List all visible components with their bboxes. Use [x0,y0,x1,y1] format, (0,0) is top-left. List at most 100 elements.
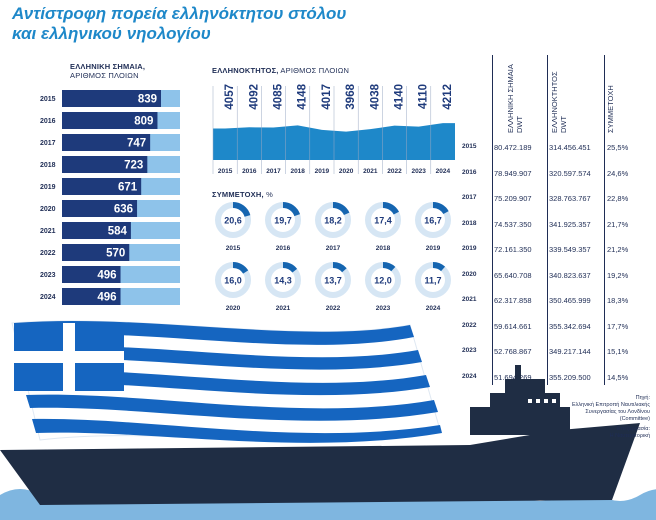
edit-label: Επεξεργασία: [616,426,650,432]
share-value-label: 17,4 [374,216,392,226]
table-cell-owned-dwt: 341.925.357 [549,219,591,229]
table-row: 2017 75.209.907 328.763.767 22,8% [462,186,652,211]
share-donut-slice [265,202,301,238]
table-cell-owned-dwt: 355.209.500 [549,372,591,382]
share-donut-slice [415,262,451,298]
flag-bar-year-label: 2018 [40,162,56,169]
owned-year-label: 2016 [242,168,257,175]
flag-bar [62,156,148,173]
table-divider-1 [492,55,493,385]
table-cell-owned-dwt: 328.763.767 [549,194,591,203]
flag-bar [62,222,131,239]
flag-bar-value-label: 809 [134,116,153,128]
table-cell-year: 2018 [462,219,477,227]
table-cell-flag-dwt: 59.614.661 [494,321,532,331]
owned-year-label: 2024 [436,168,451,175]
owned-chart-label: ΕΛΛΗΝΟΚΤΗΤΟΣ, ΑΡΙΘΜΟΣ ΠΛΟΙΩΝ [212,66,349,75]
table-cell-flag-dwt: 65.640.708 [494,270,532,280]
table-header-owned-dwt-text: ΕΛΛΗΝΟΚΤΗΤΟΣ DWT [550,71,568,133]
table-cell-share: 19,2% [607,270,629,280]
share-donut-slice [315,262,351,298]
table-cell-owned-dwt: 340.823.637 [549,270,591,280]
source-line-1: Ελληνική Επιτροπή Ναυτιλιακής [571,402,650,408]
flag-bar-value-label: 839 [138,94,157,106]
share-donut-slice [215,262,251,298]
table-cell-owned-dwt: 314.456.451 [549,143,591,152]
share-value-label: 16,0 [224,276,242,286]
flag-bar-value-label: 584 [108,226,128,238]
flag-bar-year-label: 2015 [40,96,56,103]
flag-bar-year-label: 2022 [40,250,56,257]
ship-illustration [0,320,656,520]
flag-chart-label-line-1: ΕΛΛΗΝΙΚΗ ΣΗΜΑΙΑ, [70,62,146,71]
table-cell-year: 2015 [462,143,477,150]
owned-chart-label-thin: ΑΡΙΘΜΟΣ ΠΛΟΙΩΝ [278,66,350,75]
table-header-flag-dwt-text: ΕΛΛΗΝΙΚΗ ΣΗΜΑΙΑ DWT [506,64,524,133]
source-line-2: Συνεργασίας του Λονδίνου [585,409,650,415]
flag-bar [62,112,158,129]
table-cell-flag-dwt: 80.472.189 [494,143,532,152]
table-cell-year: 2022 [462,321,477,329]
table-cell-flag-dwt: 62.317.858 [494,296,532,305]
table-cell-year: 2019 [462,245,477,252]
table-cell-flag-dwt: 75.209.907 [494,194,532,203]
flag-bar [62,134,151,151]
owned-area-chart: 4057 2015 4092 2016 4085 2017 4148 2018 4017 2019… [212,83,455,175]
owned-year-label: 2022 [387,168,402,175]
table-body: 2015 80.472.189 314.456.451 25,5% 2016 78.949… [462,135,652,390]
share-chart-label-bold: ΣΥΜΜΕΤΟΧΗ, [212,190,264,199]
share-value-label: 18,2 [324,216,342,226]
share-year-label: 2017 [326,245,341,252]
owned-value-label: 4038 [369,83,381,109]
table-row: 2021 62.317.858 350.465.999 18,3% [462,288,652,313]
table-cell-share: 21,7% [607,219,629,229]
owned-year-label: 2019 [315,168,330,175]
table-row: 2018 74.537.350 341.925.357 21,7% [462,212,652,237]
table-cell-owned-dwt: 350.465.999 [549,296,591,305]
share-value-label: 19,7 [274,216,292,226]
share-year-label: 2019 [426,245,441,252]
owned-chart-label-bold: ΕΛΛΗΝΟΚΤΗΤΟΣ, [212,66,279,75]
table-cell-share: 21,2% [607,245,629,254]
owned-value-label: 4092 [248,84,260,110]
owned-value-label: 4212 [442,84,454,110]
ship-hull [0,365,640,505]
share-year-label: 2021 [276,305,291,312]
table-cell-share: 25,5% [607,143,629,152]
flag-bar-year-label: 2020 [40,206,56,213]
share-year-label: 2023 [376,305,391,312]
table-cell-year: 2024 [462,372,477,380]
table-cell-year: 2016 [462,168,477,176]
title-line-1: Αντίστροφη πορεία ελληνόκτητου στόλου [12,4,347,23]
flag-bar-value-label: 496 [97,292,116,304]
source-label: Πηγή: [635,395,650,401]
table-divider-2 [547,55,548,385]
table-cell-share: 17,7% [607,321,629,331]
flag-bar [62,288,121,305]
title-line-2: και ελληνικού νηολογίου [12,24,211,43]
table-cell-year: 2020 [462,270,477,278]
share-donut-slice [265,262,301,298]
table-cell-flag-dwt: 72.161.350 [494,245,532,254]
flag-bar [62,266,121,283]
table-header-share: ΣΥΜΜΕΤΟΧΗ [602,63,642,138]
table-header-share-text: ΣΥΜΜΕΤΟΧΗ [606,85,615,133]
owned-year-label: 2018 [290,168,305,175]
share-year-label: 2020 [226,305,241,312]
owned-value-label: 4148 [297,83,309,109]
table-header-flag-dwt: ΕΛΛΗΝΙΚΗ ΣΗΜΑΙΑ DWT [484,63,544,138]
table-row: 2019 72.161.350 339.549.357 21,2% [462,237,652,262]
share-year-label: 2015 [226,245,241,252]
flag-bar-year-label: 2024 [40,294,56,301]
table-cell-share: 22,8% [607,194,629,203]
share-value-label: 11,7 [424,276,441,286]
share-donut-chart: 20,6 2015 19,7 2016 18,2 2017 17,4 2018 16,7 2019… [215,202,451,312]
flag-bar-year-label: 2016 [40,118,56,125]
owned-value-label: 4110 [418,84,430,109]
owned-value-label: 4057 [224,84,236,110]
owned-value-label: 4017 [321,84,333,110]
table-row: 2023 52.768.867 349.217.144 15,1% [462,339,652,364]
table-cell-owned-dwt: 320.597.574 [549,168,591,178]
table-cell-share: 15,1% [607,347,629,356]
table-row: 2020 65.640.708 340.823.637 19,2% [462,263,652,288]
